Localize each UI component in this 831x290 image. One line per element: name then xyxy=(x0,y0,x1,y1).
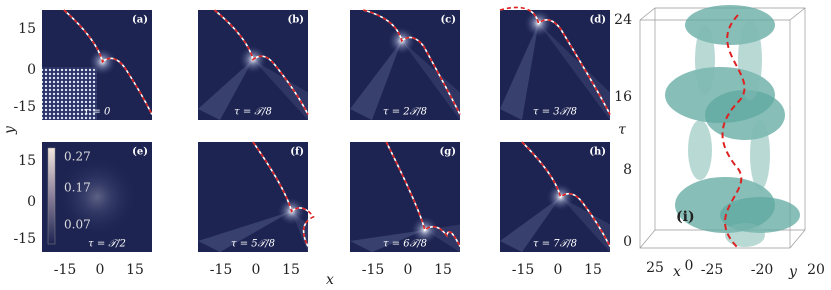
y-axis-label: y xyxy=(788,264,798,280)
time-label: τ = 𝒯/2 xyxy=(88,239,126,250)
y-tick-label: -20 xyxy=(751,262,774,278)
time-label: τ = 3𝒯/8 xyxy=(533,107,577,118)
front-curve-dash xyxy=(362,9,461,115)
x-tick-label: -15 xyxy=(54,262,77,278)
wave-beam xyxy=(500,23,539,121)
x-tick-label: 0 xyxy=(96,262,105,278)
panel: (b) τ = 𝒯/8 xyxy=(198,9,309,120)
z-axis-label: τ xyxy=(618,122,626,138)
heatmap xyxy=(350,142,460,252)
z-tick-label: 24 xyxy=(614,12,632,28)
colorbar-tick: 0.07 xyxy=(64,218,91,232)
wave-beam xyxy=(500,197,561,252)
front-curve-dash xyxy=(385,141,461,247)
panel-tag: (f) xyxy=(290,147,304,158)
y-tick-label: -15 xyxy=(13,99,36,115)
y-tick-label: 20 xyxy=(807,262,825,278)
panel: (e) τ = 𝒯/2 xyxy=(42,142,152,252)
time-label: τ = 𝒯/8 xyxy=(234,107,272,118)
wave-beam xyxy=(291,211,308,252)
front-curve-dash xyxy=(63,9,153,115)
panel-tag: (a) xyxy=(132,15,148,26)
z-tick-label: 16 xyxy=(614,89,632,105)
x-tick-label: 0 xyxy=(252,262,261,278)
colorbar xyxy=(47,147,56,245)
panel: (h) τ = 7𝒯/8 xyxy=(500,141,611,252)
panel-tag: (g) xyxy=(440,147,456,158)
z-tick-label: 8 xyxy=(623,162,632,178)
front-curve-dash xyxy=(213,9,309,115)
time-label: τ = 7𝒯/8 xyxy=(533,239,577,250)
x-tick-label: -15 xyxy=(512,262,535,278)
front-curve-dash xyxy=(521,141,611,247)
panel: (g) τ = 6𝒯/8 xyxy=(350,141,461,252)
front-curve xyxy=(499,6,611,115)
x-tick-label: 0 xyxy=(404,262,413,278)
trajectory xyxy=(721,14,746,249)
colorbar-tick: 0.27 xyxy=(64,150,91,164)
z-tick-label: 0 xyxy=(623,234,632,250)
panel-tag: (c) xyxy=(440,15,456,26)
time-label: τ = 5𝒯/8 xyxy=(231,239,275,250)
surface xyxy=(738,20,762,100)
panel-tag: (b) xyxy=(288,15,304,26)
surface xyxy=(750,120,770,190)
x-axis-label: x xyxy=(326,272,334,288)
y-tick-label: 0 xyxy=(27,194,36,210)
panel: (f) τ = 5𝒯/8 xyxy=(198,141,315,252)
heatmap xyxy=(500,10,610,120)
time-label: τ = 2𝒯/8 xyxy=(383,107,427,118)
x-tick-label: 15 xyxy=(434,262,452,278)
wave-beam xyxy=(198,59,253,120)
x-tick-label: 15 xyxy=(282,262,300,278)
y-tick-label: -15 xyxy=(13,231,36,247)
panel: (c) τ = 2𝒯/8 xyxy=(350,9,461,120)
surface xyxy=(695,25,715,95)
surface xyxy=(688,120,712,180)
wave-beam xyxy=(350,40,402,120)
y-tick-label: 15 xyxy=(18,21,36,37)
time-label: τ = 0 xyxy=(84,107,111,118)
colorbar-tick: 0.17 xyxy=(64,181,91,195)
y-tick-label: 0 xyxy=(27,62,36,78)
x-tick-label: -15 xyxy=(362,262,385,278)
panel: (a) τ = 0 xyxy=(42,9,153,120)
wave-beam xyxy=(401,40,460,120)
x-tick-label: 0 xyxy=(685,258,694,274)
surface xyxy=(705,90,785,140)
y-axis-label: y xyxy=(2,125,18,135)
wave-beam xyxy=(198,211,292,252)
x-axis-label: x xyxy=(673,264,681,280)
wave-beam xyxy=(560,197,610,252)
x-tick-label: 25 xyxy=(646,260,664,276)
panel-tag: (e) xyxy=(132,147,148,158)
x-tick-label: -15 xyxy=(210,262,233,278)
x-tick-label: -25 xyxy=(701,262,724,278)
panel: (d) τ = 3𝒯/8 xyxy=(499,6,611,121)
panel-tag: (h) xyxy=(589,147,606,158)
heatmap xyxy=(198,142,308,252)
x-tick-label: 0 xyxy=(554,262,563,278)
surface xyxy=(725,223,765,247)
wave-beam xyxy=(350,230,425,252)
box-outline xyxy=(639,7,806,249)
y-tick-label: 15 xyxy=(18,153,36,169)
panel-tag: (d) xyxy=(590,15,606,26)
time-label: τ = 6𝒯/8 xyxy=(383,239,427,250)
panel-tag: (i) xyxy=(676,209,695,225)
x-tick-label: 15 xyxy=(584,262,602,278)
front-curve-dash xyxy=(252,141,315,247)
x-tick-label: 15 xyxy=(126,262,144,278)
glow xyxy=(57,157,137,237)
wave-beam xyxy=(253,59,308,120)
initial-state xyxy=(42,67,97,120)
